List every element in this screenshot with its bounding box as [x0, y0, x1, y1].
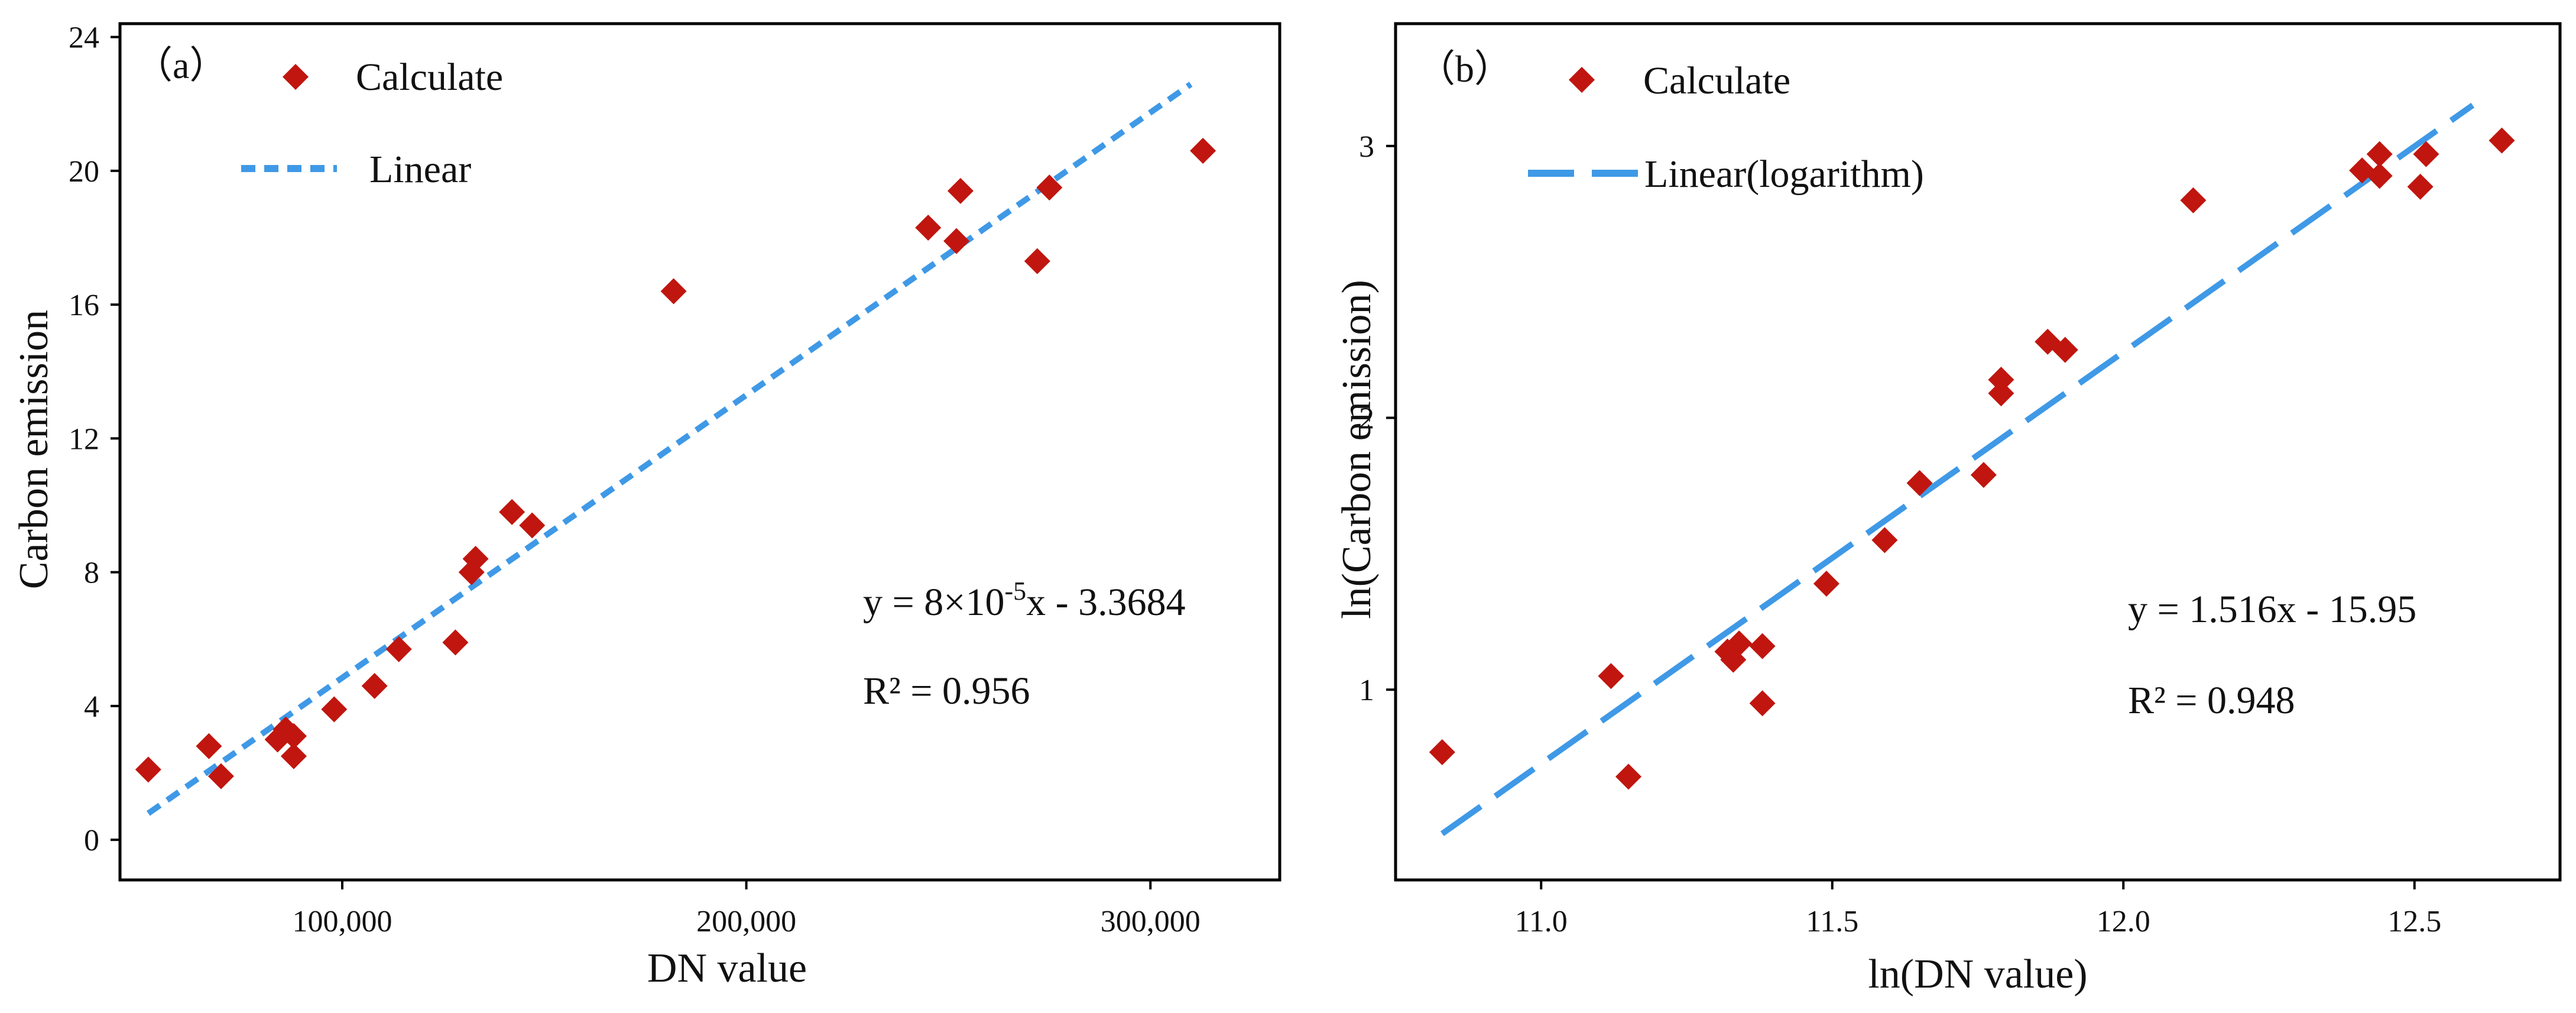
panel-b-y-ticks: 1 2 3: [1359, 130, 1396, 707]
panel-a-y-ticks: 0 4 8 12 16 20 24: [69, 21, 120, 857]
panel-a-equation: y = 8×10-5x - 3.3684: [863, 577, 1186, 624]
x-tick-label: 11.5: [1806, 905, 1858, 938]
y-tick-label: 3: [1359, 130, 1374, 164]
data-point: [196, 733, 222, 759]
y-tick-label: 1: [1359, 674, 1374, 707]
panel-b-legend-label-linear-logarithm: Linear(logarithm): [1644, 153, 1924, 196]
data-point: [1190, 137, 1216, 164]
data-point: [361, 672, 388, 699]
y-tick-label: 24: [69, 21, 99, 55]
data-point: [660, 278, 687, 305]
panel-a-equation-tail: x - 3.3684: [1026, 581, 1185, 624]
panel-a-x-axis-title: DN value: [647, 946, 807, 991]
data-point: [499, 499, 525, 525]
data-point: [915, 215, 942, 241]
x-tick-label: 200,000: [696, 905, 796, 938]
fit-line: [1440, 102, 2475, 836]
panel-a-equation-main: y = 8×10: [863, 581, 1004, 624]
data-point: [1988, 367, 2014, 393]
panel-b-frame: [1394, 22, 2562, 882]
y-tick-label: 12: [69, 422, 99, 456]
panel-b: 11.0 11.5 12.0 12.5 1 2 3 （b） Calculate Linea…: [1334, 22, 2562, 997]
data-point: [280, 723, 307, 749]
data-point: [2489, 127, 2515, 154]
data-point: [1024, 248, 1050, 274]
panel-b-label: （b）: [1417, 48, 1512, 90]
data-point: [321, 696, 348, 723]
fit-line: [146, 82, 1193, 816]
data-point: [1598, 663, 1624, 690]
data-point: [2052, 336, 2078, 363]
y-tick-label: 2: [1359, 402, 1374, 436]
panel-b-r-squared: R² = 0.948: [2128, 679, 2295, 722]
panel-b-fit-line: [1440, 102, 2475, 836]
y-tick-label: 0: [84, 824, 99, 857]
data-point: [1970, 462, 1997, 488]
panel-b-y-axis-title: ln(Carbon emission): [1334, 280, 1380, 619]
data-point: [385, 636, 412, 662]
data-point: [462, 546, 489, 572]
data-point: [2180, 187, 2207, 213]
data-point: [947, 177, 974, 204]
y-tick-label: 4: [84, 690, 99, 724]
panel-a-equation-exponent: -5: [1004, 577, 1026, 606]
panel-a-y-axis-title: Carbon emission: [11, 310, 57, 589]
y-tick-label: 8: [84, 556, 99, 590]
data-point: [1429, 739, 1455, 765]
data-point: [2407, 173, 2434, 200]
y-tick-label: 20: [69, 155, 99, 189]
panel-b-x-axis-title: ln(DN value): [1868, 951, 2087, 997]
panel-b-points: [1429, 127, 2515, 790]
x-tick-label: 300,000: [1101, 905, 1201, 938]
data-point: [135, 756, 161, 783]
panel-a-legend-label-linear: Linear: [369, 148, 471, 191]
panel-a-points: [135, 137, 1216, 789]
panel-a-x-ticks: 100,000 200,000 300,000: [292, 880, 1201, 938]
data-point: [1726, 630, 1753, 657]
y-tick-label: 16: [69, 289, 99, 322]
data-point: [2413, 141, 2439, 167]
panel-b-legend-diamond-icon: [1569, 67, 1595, 93]
data-point: [943, 228, 970, 254]
data-point: [2366, 141, 2393, 167]
data-point: [1871, 527, 1898, 554]
data-point: [1906, 470, 1933, 496]
data-point: [2366, 163, 2393, 189]
panel-b-legend: Calculate Linear(logarithm): [1528, 59, 1924, 196]
panel-b-x-ticks: 11.0 11.5 12.0 12.5: [1515, 880, 2441, 938]
panel-b-equation: y = 1.516x - 15.95: [2128, 588, 2416, 631]
panel-a-legend-label-calculate: Calculate: [356, 56, 503, 99]
x-tick-label: 12.5: [2387, 905, 2441, 938]
data-point: [1749, 633, 1776, 659]
panel-a-label: （a）: [135, 44, 227, 86]
panel-a-fit-line: [146, 82, 1193, 816]
data-point: [280, 743, 307, 769]
data-point: [519, 512, 546, 539]
data-point: [207, 763, 234, 789]
data-point: [1988, 380, 2014, 407]
panel-b-legend-label-calculate: Calculate: [1643, 59, 1790, 102]
x-tick-label: 100,000: [292, 905, 392, 938]
x-tick-label: 12.0: [2097, 905, 2150, 938]
data-point: [1615, 763, 1641, 790]
data-point: [442, 629, 469, 656]
x-tick-label: 11.0: [1515, 905, 1568, 938]
data-point: [1813, 570, 1839, 597]
data-point: [1749, 690, 1776, 717]
data-point: [1036, 174, 1063, 201]
panel-a: 100,000 200,000 300,000 0 4 8 12 16 20 24 （a） Ca…: [11, 21, 1281, 991]
panel-a-r-squared: R² = 0.956: [863, 669, 1030, 713]
panel-a-frame: [118, 22, 1281, 882]
panel-a-legend: Calculate Linear: [241, 56, 503, 191]
panel-a-legend-diamond-icon: [283, 64, 309, 90]
